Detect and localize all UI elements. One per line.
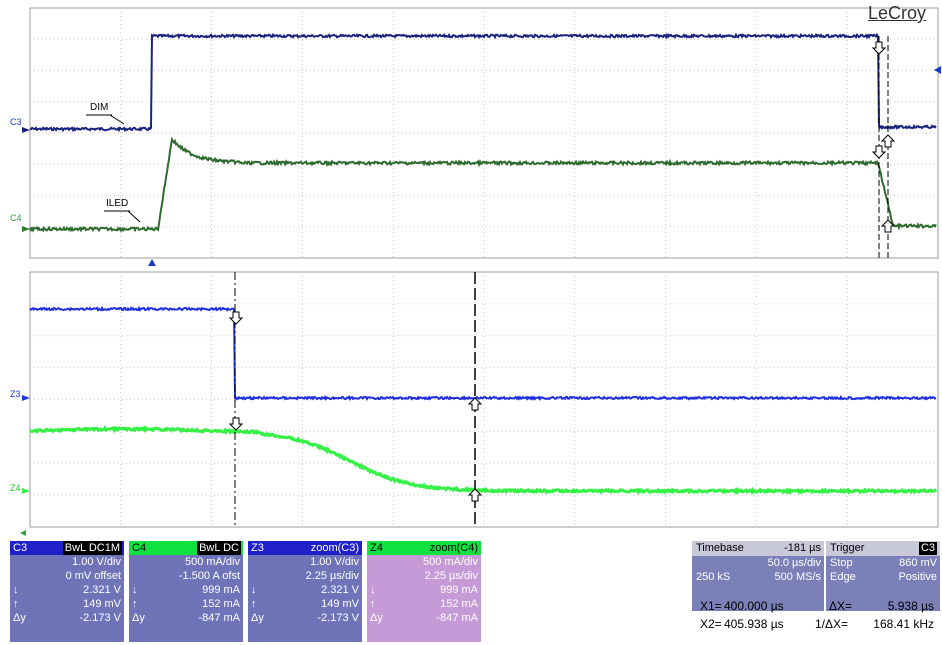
timebase-samples: 250 kS [696,571,731,583]
channel-label-c4: C4 [10,213,22,223]
upper-grid [30,8,938,258]
cursor-down-arrow-icon [228,311,244,325]
trigger-label: Trigger [830,542,865,554]
timebase-panel[interactable]: Timebase -181 µs 50.0 µs/div 250 kS 500 … [692,541,824,611]
panel-tag: C3 [13,542,28,554]
c4-level-marker [22,226,30,232]
x2-value: 405.938 µs [724,617,784,631]
c3-level-marker [22,127,30,133]
row-sym: ↑ [370,598,376,610]
panel-tail: zoom(C4) [429,542,478,554]
iled-callout-tail [127,210,141,223]
panel-z3[interactable]: Z3 zoom(C3) 1.00 V/div 2.25 µs/div ↓ 2.321… [248,541,362,642]
row-sym: Δy [251,612,264,624]
row-val: 2.25 µs/div [305,570,359,582]
panel-tag: Z4 [370,542,383,554]
trigger-slope: Positive [898,571,937,583]
trigger-level: 860 mV [899,557,937,569]
channel-label-z4: Z4 [10,483,21,493]
row-val: -2.173 V [79,612,121,624]
row-val: 152 mA [202,598,240,610]
trace-z3 [29,305,937,402]
timebase-delay: -181 µs [784,542,821,554]
dx-value: 5.938 µs [887,599,934,613]
trigger-type: Edge [830,571,856,583]
x1-value: 400.000 µs [724,599,784,613]
row-sym: ↑ [132,598,138,610]
x2-label: X2= [700,617,722,631]
inv-dx-label: 1/ΔX= [815,617,849,631]
row-sym: ↓ [251,584,257,596]
row-val: 999 mA [440,584,478,596]
timebase-per-div: 50.0 µs/div [767,557,821,569]
channel-label-z3: Z3 [10,389,21,399]
cursor-up-arrow-icon [880,219,896,233]
cursor-up-arrow-icon [880,134,896,148]
cursor-down-arrow-icon [228,417,244,431]
panel-tag: Z3 [251,542,264,554]
trigger-channel: C3 [918,542,937,555]
trace-c3-dim [29,32,937,133]
row-sym: ↓ [13,584,19,596]
row-val: 500 mA/div [184,556,240,568]
panel-c4[interactable]: C4 BwL DC 500 mA/div -1.500 A ofst ↓ 999 m… [129,541,243,642]
channel-label-c3: C3 [10,117,22,127]
timebase-rate: 500 MS/s [774,571,821,583]
trigger-level-marker [934,66,941,74]
row-sym: Δy [13,612,26,624]
row-val: 1.00 V/div [72,556,121,568]
row-sym: Δy [132,612,145,624]
row-val: 152 mA [440,598,478,610]
oscilloscope-display [20,7,941,536]
trigger-mode: Stop [830,557,853,569]
cursor-down-arrow-icon [871,41,887,55]
row-val: -847 mA [198,612,240,624]
panel-tail: zoom(C3) [310,542,359,554]
row-val: -847 mA [436,612,478,624]
cursor-up-arrow-icon [467,488,483,502]
z3-level-marker [22,395,30,401]
panel-z4[interactable]: Z4 zoom(C4) 500 mA/div 2.25 µs/div ↓ 999 m… [367,541,481,642]
trace-c4-iled [29,136,937,233]
row-val: 500 mA/div [422,556,478,568]
row-val: -2.173 V [317,612,359,624]
row-val: 149 mV [321,598,359,610]
panel-tail: BwL DC [197,541,241,555]
row-val: 0 mV offset [65,570,121,582]
panel-tag: C4 [132,542,147,554]
timebase-label: Timebase [696,542,744,554]
z4-level-marker [22,488,30,494]
dx-label: ΔX= [829,599,853,613]
cursor-down-arrow-icon [871,145,887,159]
dim-callout-tail [109,114,125,125]
row-sym: Δy [370,612,383,624]
x1-label: X1= [700,599,722,613]
row-sym: ↑ [13,598,19,610]
row-val: 999 mA [202,584,240,596]
row-val: 2.321 V [83,584,121,596]
trigger-panel[interactable]: Trigger C3 Stop 860 mV Edge Positive [826,541,940,611]
iled-label: ILED [106,198,129,209]
row-sym: ↓ [132,584,138,596]
inv-dx-value: 168.41 kHz [873,617,934,631]
trace-z4 [29,425,938,496]
scroll-left-marker [20,530,26,536]
row-sym: ↑ [251,598,257,610]
row-val: 2.25 µs/div [424,570,478,582]
row-val: 149 mV [83,598,121,610]
panel-tail: BwL DC1M [62,541,122,555]
trigger-position-marker [148,259,156,266]
row-sym: ↓ [370,584,376,596]
lower-grid [30,272,938,527]
panel-c3[interactable]: C3 BwL DC1M 1.00 V/div 0 mV offset ↓ 2.321… [10,541,124,642]
row-val: 2.321 V [321,584,359,596]
row-val: -1.500 A ofst [178,570,240,582]
row-val: 1.00 V/div [310,556,359,568]
cursor-up-arrow-icon [467,397,483,411]
dim-label: DIM [90,102,109,113]
cursor-arrows [228,41,896,502]
brand-logo: LeCroy [868,3,927,23]
